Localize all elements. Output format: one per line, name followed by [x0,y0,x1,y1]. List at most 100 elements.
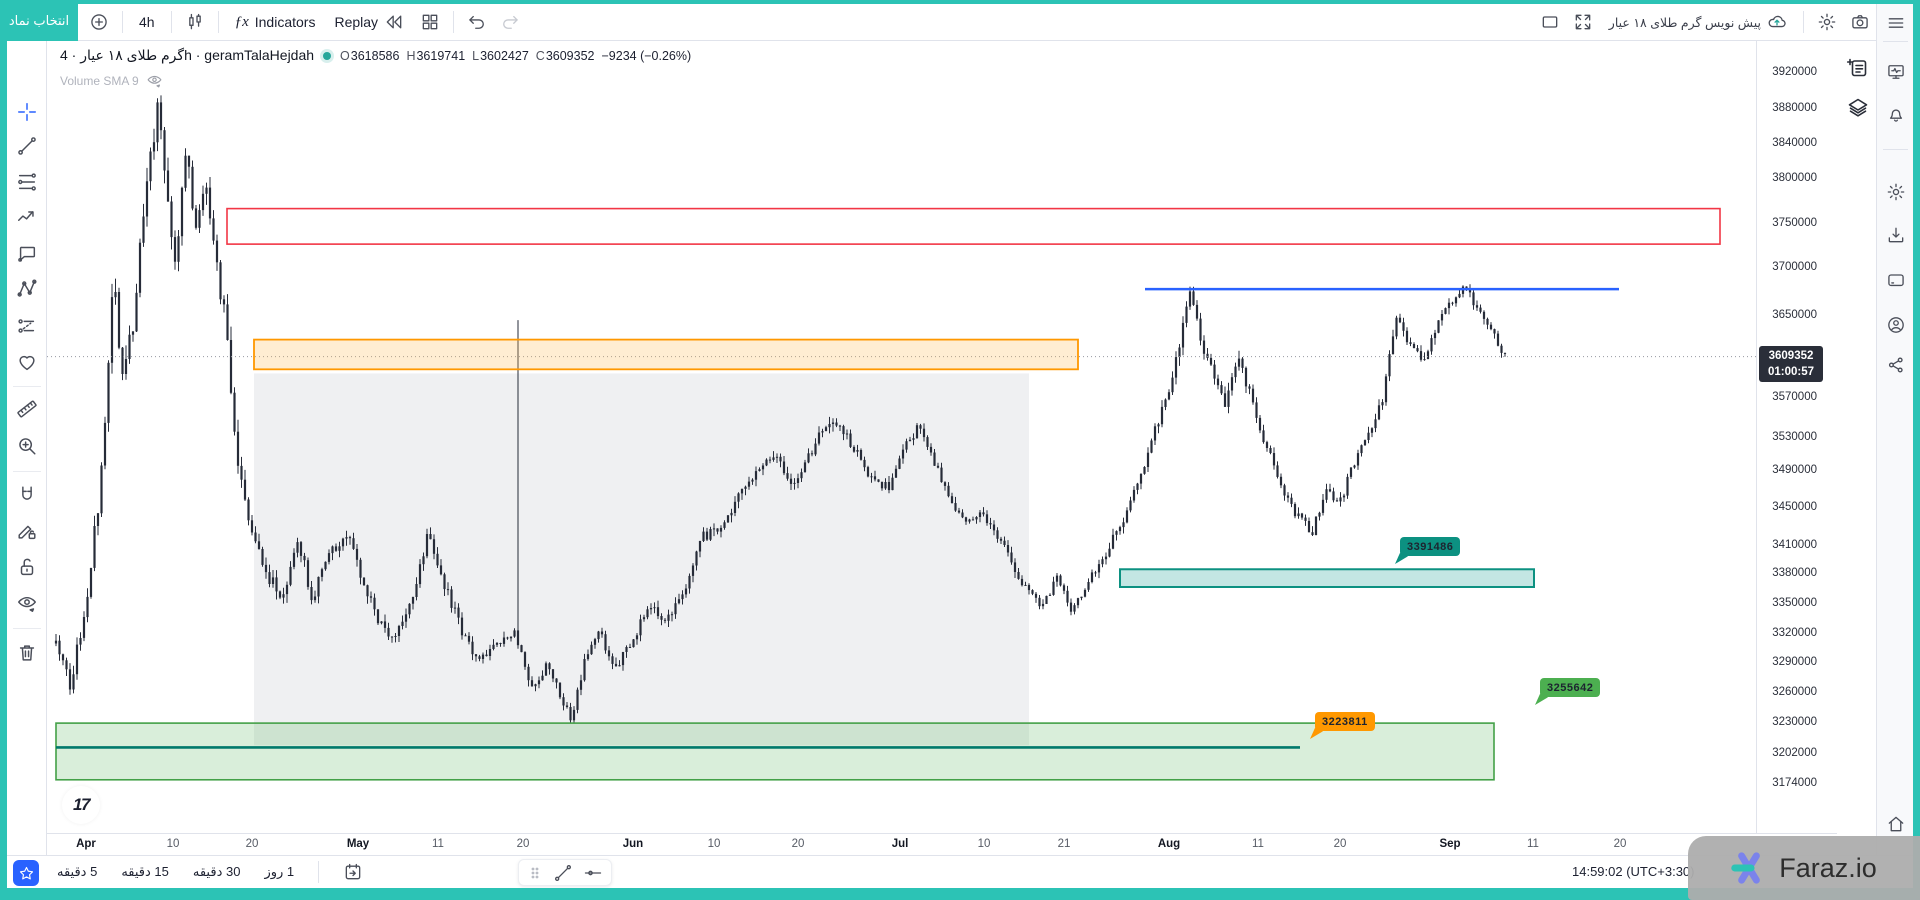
price-level-badge[interactable]: 3255642 [1535,678,1601,705]
emoji-sticker-tool[interactable] [15,350,39,374]
main-menu-button[interactable] [1884,11,1908,35]
toolbar-divider [453,11,455,33]
time-tick: 10 [166,838,180,850]
magnet-mode-button[interactable] [15,483,39,507]
price-tick: 3380000 [1772,567,1817,579]
eye-hidden-icon[interactable] [146,72,163,89]
volume-indicator-label: Volume SMA 9 [60,73,139,88]
indicators-button[interactable]: ƒx Indicators [234,13,316,31]
faraz-logo-icon [1731,852,1761,884]
forecast-tool[interactable] [15,314,39,338]
time-tick: Sep [1439,838,1461,850]
price-level-badge[interactable]: 3391486 [1395,537,1461,564]
measure-ruler-tool[interactable] [15,397,39,421]
floating-drawing-toolbar [518,859,612,886]
wallet-button[interactable] [1884,268,1908,292]
alerts-bell-button[interactable] [1884,102,1908,126]
right-sidebar [1876,4,1913,888]
price-tick: 3450000 [1772,501,1817,513]
remove-drawings-button[interactable] [15,641,39,665]
time-tick: 11 [1527,838,1539,850]
layout-grid-icon[interactable] [420,12,440,32]
price-axis[interactable]: 3609352 01:00:57 3920000 3880000 3840000 38… [1756,41,1837,833]
bottom-toolbar: 5 دقیقه 15 دقیقه 30 دقیقه 1 روز 14:59:02… [7,855,1913,888]
timeframe-row: 5 دقیقه 15 دقیقه 30 دقیقه 1 روز [57,856,363,888]
toolbar-divider [13,386,41,387]
favorites-star-button[interactable] [13,860,39,886]
redo-icon[interactable] [500,12,520,32]
settings-button[interactable] [1884,180,1908,204]
time-axis[interactable]: Apr 10 20 May 11 20 Jun 10 20 Jul 10 21 Aug 11 20 Sep 11… [7,833,1837,855]
add-text-note-button[interactable] [1844,54,1872,82]
price-tick: 3750000 [1772,217,1817,229]
sidebar-divider [1883,149,1908,150]
crosshair-tool[interactable] [15,100,39,124]
price-tick: 3230000 [1772,716,1817,728]
trendline-tool[interactable] [15,134,39,158]
replay-button[interactable]: Replay [331,10,407,34]
timeframe-30m[interactable]: 30 دقیقه [192,864,241,879]
account-button[interactable] [1884,313,1908,337]
time-tick: 20 [1333,838,1347,850]
draft-save-button[interactable]: پیش نویس گرم طلای ۱۸ عیار [1606,10,1790,34]
text-callout-tool[interactable] [15,241,39,265]
volume-indicator-legend[interactable]: Volume SMA 9 [60,72,163,89]
market-status-icon [323,51,332,60]
stay-drawing-mode-button[interactable] [15,519,39,543]
chart-settings-icon[interactable] [1817,12,1837,32]
share-button[interactable] [1884,353,1908,377]
price-tick: 3700000 [1772,261,1817,273]
export-download-button[interactable] [1884,223,1908,247]
go-to-date-icon[interactable] [343,862,363,882]
toolbar-divider [13,471,41,472]
fib-retracement-tool[interactable] [15,170,39,194]
toolbar-divider [1803,11,1804,33]
fullscreen-icon[interactable] [1573,12,1593,32]
draft-name-label: پیش نویس گرم طلای ۱۸ عیار [1608,15,1761,30]
undo-icon[interactable] [467,12,487,32]
price-tick: 3490000 [1772,464,1817,476]
time-tick: 11 [1252,838,1264,850]
tradingview-logo[interactable]: 17 [62,786,100,824]
drawing-toolbar [7,41,47,855]
watchlist-monitor-button[interactable] [1884,60,1908,84]
price-level-badge[interactable]: 3223811 [1310,712,1375,739]
home-button[interactable] [1884,812,1908,836]
sidebar-divider [1883,41,1908,42]
price-tick: 3320000 [1772,627,1817,639]
xabcd-pattern-tool[interactable] [15,277,39,301]
cloud-upload-icon [1767,12,1787,32]
ohlc-values: O3618586 H3619741 L3602427 C3609352 −923… [340,48,692,63]
wave-pattern-tool[interactable] [15,205,39,229]
symbol-search-button[interactable]: انتخاب نماد [0,0,78,41]
chart-style-candles-icon[interactable] [185,12,205,32]
lock-drawings-button[interactable] [15,555,39,579]
timeframe-5m[interactable]: 5 دقیقه [57,864,98,879]
server-clock[interactable]: 14:59:02 (UTC+3:30) [1572,864,1695,879]
trendline-quick-tool[interactable] [553,863,573,883]
toolbar-divider [318,861,320,883]
price-tick: 3650000 [1772,309,1817,321]
time-tick: 20 [791,838,805,850]
price-tick: 3880000 [1772,102,1817,114]
price-tick: 3260000 [1772,686,1817,698]
change-value: −9234 (−0.26%) [601,48,692,63]
faraz-watermark[interactable]: Faraz.io [1688,836,1920,900]
snapshot-camera-icon[interactable] [1850,12,1870,32]
symbol-title[interactable]: گرم طلای ۱۸ عیار · 4h · geramTalaHejdah [60,47,315,63]
panel-toggle-icon[interactable] [1540,12,1560,32]
hide-drawings-button[interactable] [15,591,39,615]
horizontal-line-quick-tool[interactable] [583,863,603,883]
price-tick: 3202000 [1772,747,1817,759]
add-symbol-icon[interactable] [89,12,109,32]
object-tree-layers-button[interactable] [1844,94,1872,122]
zoom-in-tool[interactable] [15,434,39,458]
timeframe-15m[interactable]: 15 دقیقه [121,864,169,879]
price-tick: 3570000 [1772,391,1817,403]
drag-handle-icon[interactable] [527,865,543,881]
timeframe-1d[interactable]: 1 روز [264,864,295,879]
time-tick: 10 [977,838,991,850]
price-tick: 3530000 [1772,431,1817,443]
interval-button[interactable]: 4h [139,14,155,30]
